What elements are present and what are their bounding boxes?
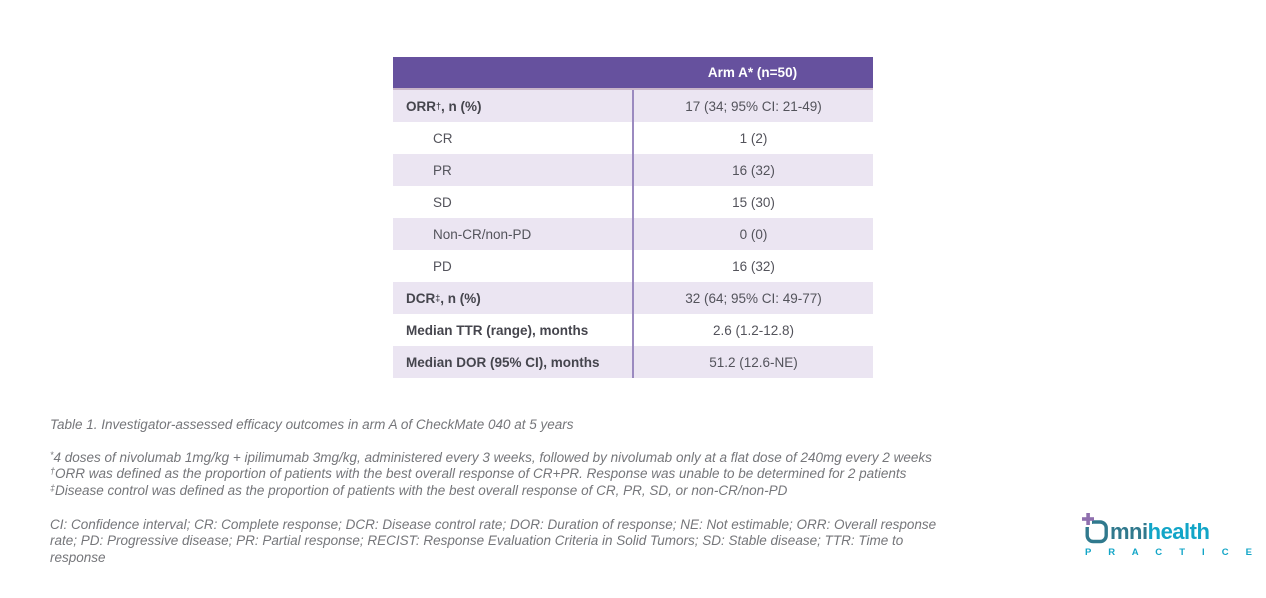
table-row: Median TTR (range), months 2.6 (1.2-12.8… — [393, 314, 873, 346]
row-label: DCR ‡, n (%) — [393, 282, 632, 314]
row-label: PD — [393, 250, 632, 282]
table-header-row: Arm A* (n=50) — [393, 57, 873, 90]
table-row: Median DOR (95% CI), months 51.2 (12.6-N… — [393, 346, 873, 378]
table-row: PR 16 (32) — [393, 154, 873, 186]
row-value: 15 (30) — [632, 186, 873, 218]
footnote-text: Disease control was defined as the propo… — [55, 482, 788, 498]
row-label: PR — [393, 154, 632, 186]
table-row: SD 15 (30) — [393, 186, 873, 218]
logo-health-text: health — [1147, 519, 1210, 544]
logo-practice-text: P R A C T I C E — [1085, 547, 1260, 558]
table-row: PD 16 (32) — [393, 250, 873, 282]
dagger-superscript: † — [50, 466, 56, 477]
row-value: 2.6 (1.2-12.8) — [632, 314, 873, 346]
logo-mni-text: mni — [1110, 519, 1148, 544]
row-label-text: ORR — [406, 98, 436, 114]
row-label-text: DCR — [406, 290, 436, 306]
footnote-line: ‡Disease control was defined as the prop… — [50, 483, 932, 499]
dagger-superscript: † — [436, 100, 442, 111]
footnote-text: 4 doses of nivolumab 1mg/kg + ipilimumab… — [53, 450, 932, 465]
row-label-text: PD — [433, 258, 452, 274]
row-label: Median DOR (95% CI), months — [393, 346, 632, 378]
table-row: CR 1 (2) — [393, 122, 873, 154]
row-label-suffix: , n (%) — [441, 98, 482, 114]
row-label-text: Non-CR/non-PD — [433, 226, 532, 242]
abbreviations-text: CI: Confidence interval; CR: Complete re… — [50, 517, 937, 565]
footnote-line: †ORR was defined as the proportion of pa… — [50, 466, 932, 482]
efficacy-table: Arm A* (n=50) ORR †, n (%) 17 (34; 95% CI… — [393, 57, 873, 378]
table-row: ORR †, n (%) 17 (34; 95% CI: 21-49) — [393, 90, 873, 122]
row-label: CR — [393, 122, 632, 154]
table-header-arm-cell: Arm A* (n=50) — [707, 65, 798, 80]
asterisk-superscript: * — [50, 450, 54, 460]
footnote-line: *4 doses of nivolumab 1mg/kg + ipilimuma… — [50, 450, 932, 466]
row-label-text: Median TTR (range), months — [406, 322, 589, 338]
omnihealth-o-plus-icon — [1082, 513, 1108, 544]
row-value: 16 (32) — [632, 250, 873, 282]
table-row: DCR ‡, n (%) 32 (64; 95% CI: 49-77) — [393, 282, 873, 314]
row-value: 16 (32) — [632, 154, 873, 186]
row-value: 1 (2) — [632, 122, 873, 154]
table-caption: Table 1. Investigator-assessed efficacy … — [50, 417, 574, 432]
row-value: 51.2 (12.6-NE) — [632, 346, 873, 378]
row-label: Non-CR/non-PD — [393, 218, 632, 250]
double-dagger-superscript: ‡ — [50, 482, 56, 493]
row-value: 17 (34; 95% CI: 21-49) — [632, 90, 873, 122]
table-row: Non-CR/non-PD 0 (0) — [393, 218, 873, 250]
row-label: SD — [393, 186, 632, 218]
footnotes: *4 doses of nivolumab 1mg/kg + ipilimuma… — [50, 450, 932, 499]
row-value: 32 (64; 95% CI: 49-77) — [632, 282, 873, 314]
logo-wordmark: mnihealth — [1082, 513, 1222, 544]
row-label-suffix: , n (%) — [440, 290, 481, 306]
double-dagger-superscript: ‡ — [435, 292, 441, 303]
row-label-text: CR — [433, 130, 453, 146]
footnote-text: ORR was defined as the proportion of pat… — [55, 466, 907, 482]
row-value: 0 (0) — [632, 218, 873, 250]
logo-text: mnihealth — [1110, 519, 1210, 544]
row-label: ORR †, n (%) — [393, 90, 632, 122]
row-label-text: PR — [433, 162, 452, 178]
omnihealth-logo: mnihealth P R A C T I C E — [1082, 513, 1260, 558]
row-label-text: SD — [433, 194, 452, 210]
row-label: Median TTR (range), months — [393, 314, 632, 346]
table-header-empty-cell — [393, 57, 632, 88]
row-label-text: Median DOR (95% CI), months — [406, 354, 600, 370]
